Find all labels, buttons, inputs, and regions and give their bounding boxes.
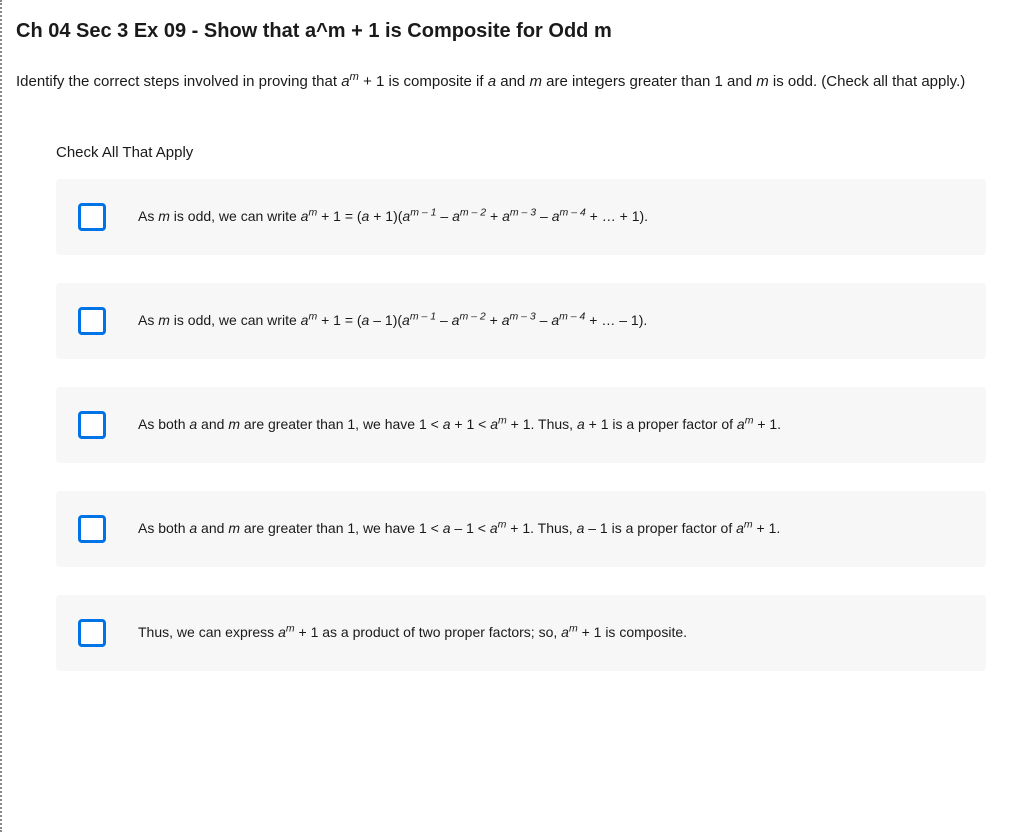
exp: m – 2 [459, 311, 485, 323]
prompt-text: and [496, 73, 529, 90]
var-a: a [278, 624, 286, 640]
text: + 1. Thus, [507, 416, 577, 432]
var-a: a [502, 312, 510, 328]
var-a: a [189, 520, 197, 536]
text: – [536, 312, 552, 328]
option-row: As m is odd, we can write a m + 1 = ( a – … [56, 283, 986, 359]
exp: m – 1 [410, 207, 436, 219]
page-title: Ch 04 Sec 3 Ex 09 - Show that a^m + 1 is… [16, 20, 1006, 43]
option-text: As both a and m are greater than 1, we h… [138, 413, 781, 435]
exp: m [308, 207, 317, 219]
text: + [486, 312, 502, 328]
text: are greater than 1, we have 1 < [240, 520, 443, 536]
exp: m [744, 519, 753, 531]
option-row: As both a and m are greater than 1, we h… [56, 491, 986, 567]
text: are greater than 1, we have 1 < [240, 416, 443, 432]
text: – 1 is a proper factor of [584, 520, 736, 536]
text: + 1 = ( [317, 312, 361, 328]
text: As both [138, 520, 189, 536]
text: + 1. [753, 416, 781, 432]
var-a: a [502, 208, 510, 224]
var-a: a [443, 520, 451, 536]
option-checkbox[interactable] [78, 619, 106, 647]
text: and [197, 416, 228, 432]
var-m: m [158, 208, 170, 224]
exp: m [308, 311, 317, 323]
option-checkbox[interactable] [78, 307, 106, 335]
var-a: a [551, 312, 559, 328]
option-row: As both a and m are greater than 1, we h… [56, 387, 986, 463]
text: – [436, 208, 452, 224]
text: + 1 = ( [317, 208, 361, 224]
math-var-a: a [341, 73, 349, 90]
var-m: m [158, 312, 170, 328]
var-a: a [402, 312, 410, 328]
exp: m – 3 [510, 311, 536, 323]
option-row: As m is odd, we can write a m + 1 = ( a + … [56, 179, 986, 255]
var-a: a [552, 208, 560, 224]
text: + 1 < [451, 416, 491, 432]
var-a: a [737, 416, 745, 432]
text: is odd, we can write [170, 208, 301, 224]
exp: m – 1 [410, 311, 436, 323]
exp: m – 4 [559, 311, 585, 323]
prompt-text: + 1 is composite if [359, 73, 488, 90]
text: Thus, we can express [138, 624, 278, 640]
var-m: m [228, 520, 240, 536]
text: + 1. [753, 520, 781, 536]
option-checkbox[interactable] [78, 411, 106, 439]
exp: m [286, 623, 295, 635]
var-a: a [490, 520, 498, 536]
text: is odd, we can write [170, 312, 301, 328]
text: – [436, 312, 452, 328]
text: – 1 < [451, 520, 490, 536]
exp: m [569, 623, 578, 635]
math-exp-m: m [350, 71, 359, 83]
text: + 1. Thus, [506, 520, 576, 536]
exp: m [498, 415, 507, 427]
option-checkbox[interactable] [78, 203, 106, 231]
text: – 1)( [369, 312, 402, 328]
var-a: a [443, 416, 451, 432]
var-m: m [529, 73, 542, 90]
option-text: As m is odd, we can write a m + 1 = ( a – … [138, 309, 647, 331]
text: + … + 1). [586, 208, 648, 224]
option-text: Thus, we can express am + 1 as a product… [138, 621, 687, 643]
var-a: a [736, 520, 744, 536]
var-a: a [189, 416, 197, 432]
options-list: As m is odd, we can write am + 1 = (a + … [56, 179, 986, 671]
exp: m – 4 [560, 207, 586, 219]
prompt-text: Identify the correct steps involved in p… [16, 73, 341, 90]
var-m: m [756, 73, 769, 90]
text: + … – 1). [585, 312, 647, 328]
text: + 1)( [369, 208, 402, 224]
var-a: a [490, 416, 498, 432]
text: As [138, 208, 158, 224]
text: – [536, 208, 552, 224]
text: + 1 is composite. [578, 624, 687, 640]
var-a: a [488, 73, 496, 90]
prompt-text: is odd. (Check all that apply.) [769, 73, 965, 90]
question-prompt: Identify the correct steps involved in p… [16, 71, 1006, 94]
text: As [138, 312, 158, 328]
var-a: a [452, 208, 460, 224]
text: + [486, 208, 502, 224]
text: As both [138, 416, 189, 432]
exp: m – 3 [510, 207, 536, 219]
text: + 1 as a product of two proper factors; … [295, 624, 562, 640]
var-a: a [561, 624, 569, 640]
prompt-text: are integers greater than 1 and [542, 73, 756, 90]
option-row: Thus, we can express am + 1 as a product… [56, 595, 986, 671]
option-text: As both a and m are greater than 1, we h… [138, 517, 780, 539]
option-checkbox[interactable] [78, 515, 106, 543]
page-container: Ch 04 Sec 3 Ex 09 - Show that a^m + 1 is… [0, 0, 1024, 832]
exp: m – 2 [460, 207, 486, 219]
var-m: m [228, 416, 240, 432]
var-a: a [577, 416, 585, 432]
text: + 1 is a proper factor of [585, 416, 737, 432]
text: and [197, 520, 228, 536]
option-text: As m is odd, we can write a m + 1 = ( a + … [138, 205, 648, 227]
section-label: Check All That Apply [16, 144, 1006, 179]
